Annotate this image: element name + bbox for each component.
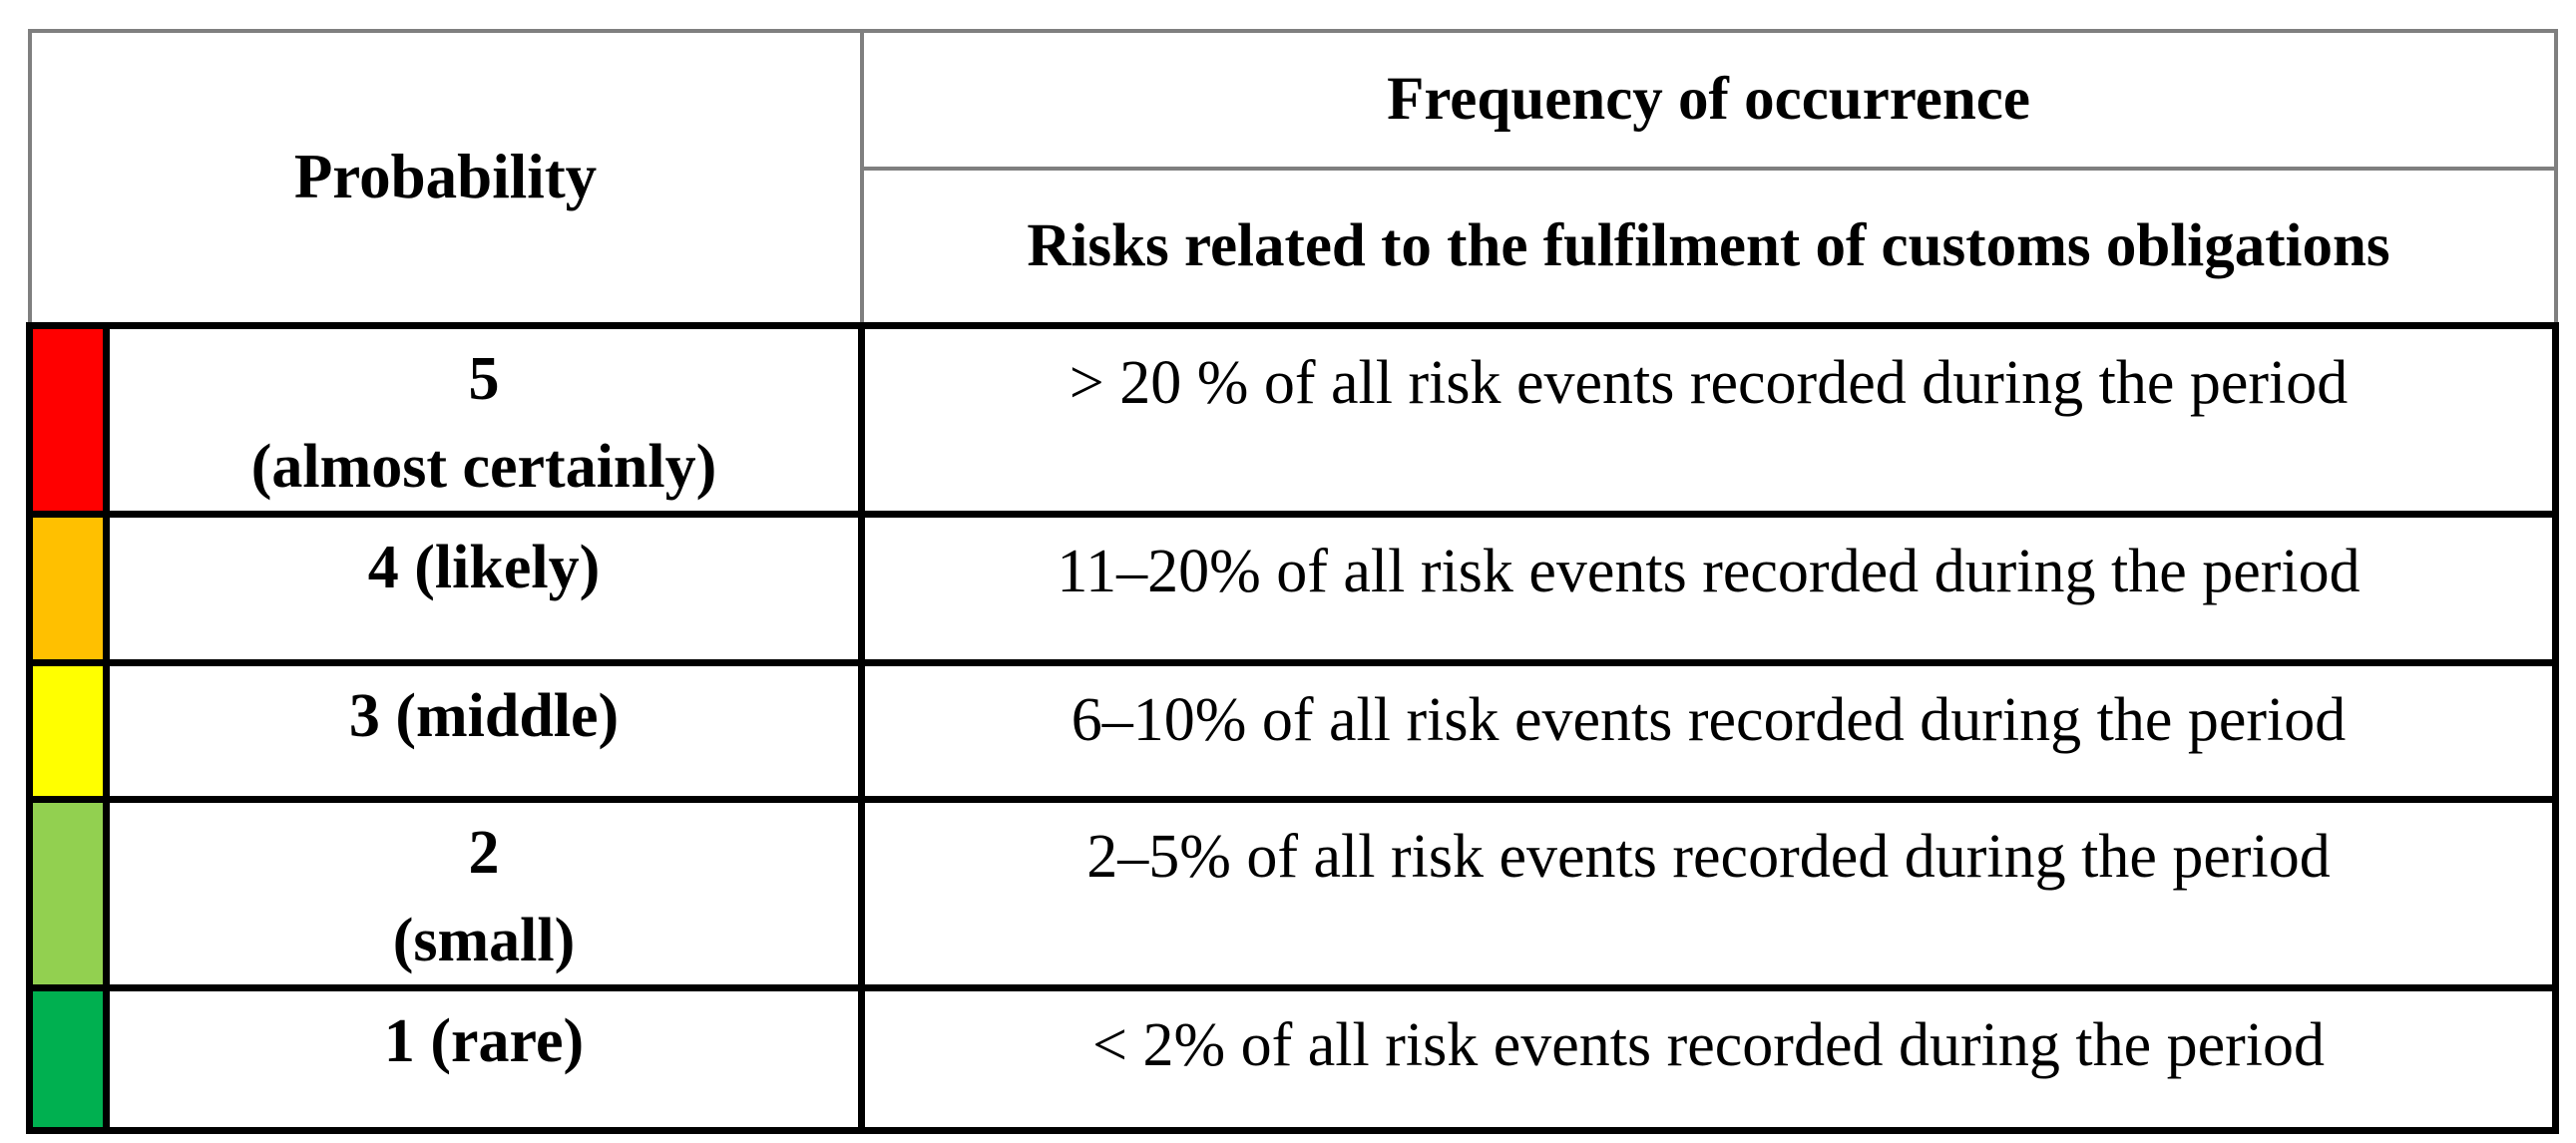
probability-color-swatch-red	[26, 321, 110, 518]
probability-level-label: 1 (rare)	[103, 983, 865, 1134]
probability-frequency-table: Probability Frequency of occurrence Risk…	[26, 29, 2559, 1134]
table-row-level-3: 3 (middle) 6–10% of all risk events reco…	[26, 658, 2559, 803]
header-row-frequency: Probability Frequency of occurrence	[27, 29, 2558, 327]
table-row-level-5: 5 (almost certainly) > 20 % of all risk …	[26, 321, 2559, 518]
frequency-description: > 20 % of all risk events recorded durin…	[858, 321, 2559, 518]
probability-header: Probability	[27, 29, 864, 327]
table-row-level-2: 2 (small) 2–5% of all risk events record…	[26, 795, 2559, 991]
customs-risks-subheader: Risks related to the fulfilment of custo…	[859, 167, 2558, 327]
frequency-of-occurrence-header: Frequency of occurrence	[859, 29, 2558, 171]
table-row-level-1: 1 (rare) < 2% of all risk events recorde…	[26, 983, 2559, 1134]
probability-level-label: 5 (almost certainly)	[103, 321, 865, 518]
probability-color-swatch-orange	[26, 510, 110, 666]
probability-level-label: 3 (middle)	[103, 658, 865, 803]
header-row-subheader: Risks related to the fulfilment of custo…	[30, 167, 2558, 327]
probability-level-label: 4 (likely)	[103, 510, 865, 666]
frequency-description: 2–5% of all risk events recorded during …	[858, 795, 2559, 991]
frequency-description: 11–20% of all risk events recorded durin…	[858, 510, 2559, 666]
table-row-level-4: 4 (likely) 11–20% of all risk events rec…	[26, 510, 2559, 666]
probability-level-label: 2 (small)	[103, 795, 865, 991]
frequency-description: 6–10% of all risk events recorded during…	[858, 658, 2559, 803]
probability-color-swatch-green	[26, 983, 110, 1134]
probability-color-swatch-light-green	[26, 795, 110, 991]
probability-color-swatch-yellow	[26, 658, 110, 803]
frequency-description: < 2% of all risk events recorded during …	[858, 983, 2559, 1134]
